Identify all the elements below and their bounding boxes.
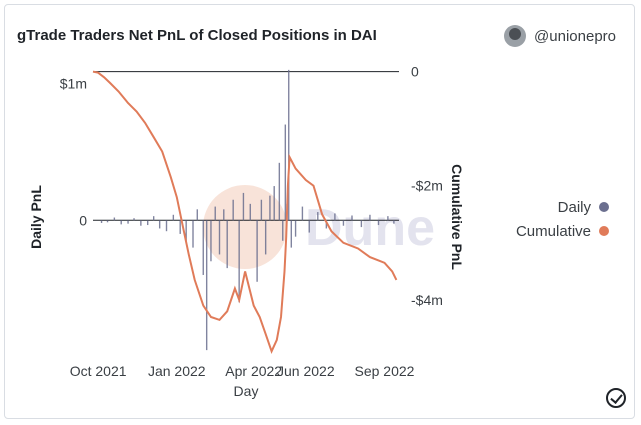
- legend-item-cumulative[interactable]: Cumulative: [516, 219, 609, 243]
- chart-card: gTrade Traders Net PnL of Closed Positio…: [4, 4, 635, 419]
- x-axis-title: Day: [234, 383, 259, 399]
- legend-label-cumulative: Cumulative: [515, 222, 591, 240]
- x-tick-label: Jun 2022: [277, 363, 335, 379]
- left-y-tick-label: 0: [79, 212, 87, 228]
- x-tick-label: Sep 2022: [354, 363, 414, 379]
- cumulative-line[interactable]: [92, 70, 398, 354]
- legend-dot-daily: [599, 202, 609, 212]
- author-badge[interactable]: @unionepro: [504, 25, 616, 47]
- author-username[interactable]: @unionepro: [534, 27, 616, 45]
- x-tick-label: Oct 2021: [70, 363, 127, 379]
- right-y-tick-label: 0: [411, 64, 419, 80]
- chart-legend: Daily Cumulative: [516, 195, 609, 243]
- right-y-tick-label: -$4m: [411, 292, 443, 308]
- x-tick-label: Jan 2022: [148, 363, 206, 379]
- chart-title: gTrade Traders Net PnL of Closed Positio…: [17, 27, 377, 44]
- left-y-tick-label: $1m: [60, 76, 87, 92]
- right-y-tick-label: -$2m: [411, 178, 443, 194]
- legend-dot-cumulative: [599, 226, 609, 236]
- left-y-axis-title: Daily PnL: [28, 185, 44, 249]
- verified-check-icon[interactable]: [606, 388, 626, 408]
- legend-label-daily: Daily: [557, 198, 591, 216]
- user-avatar-icon: [504, 25, 527, 47]
- right-y-axis-title: Cumulative PnL: [449, 164, 465, 270]
- x-tick-label: Apr 2022: [225, 363, 282, 379]
- dune-watermark-text: Dune: [305, 199, 435, 257]
- legend-item-daily[interactable]: Daily: [516, 195, 609, 219]
- chart-svg: Dune $1m 0 0 -$2m -$4m Oct 2021 Jan 2022 Apr 202…: [28, 64, 465, 399]
